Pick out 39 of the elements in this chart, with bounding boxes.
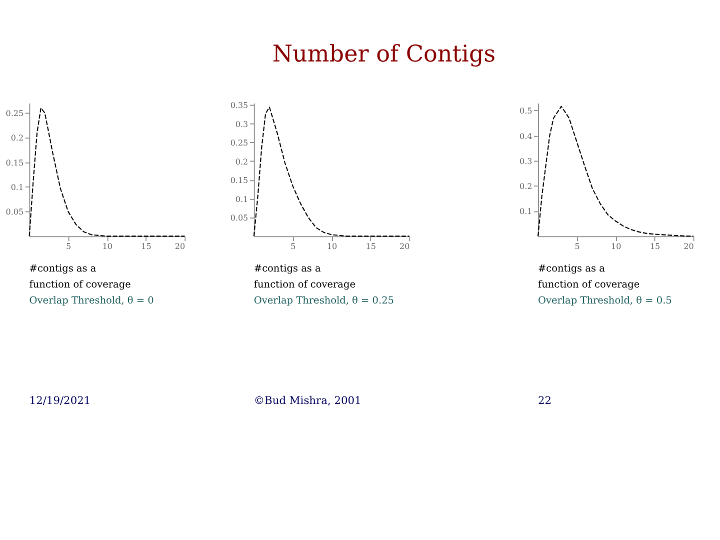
text: #contigs as a function of coverage bbox=[29, 264, 132, 291]
x-tick-label: 5 bbox=[290, 242, 296, 252]
chart-title: Number of Contigs bbox=[272, 41, 496, 68]
text: 22 bbox=[538, 394, 552, 407]
y-tick-label: 0.25 bbox=[6, 109, 24, 118]
text: #contigs as a function of coverage bbox=[538, 264, 640, 291]
y-tick-label: 0.3 bbox=[235, 120, 248, 129]
x-tick-label: 10 bbox=[611, 242, 622, 252]
y-tick-label: 0.25 bbox=[230, 138, 248, 148]
text: Overlap Threshold, θ = 0.5 bbox=[538, 296, 672, 307]
x-tick-label: 10 bbox=[326, 242, 338, 252]
text: Overlap Threshold, θ = 0 bbox=[29, 296, 154, 307]
x-tick-label: 5 bbox=[66, 242, 72, 252]
x-tick-label: 20 bbox=[174, 242, 186, 252]
text: ©Bud Mishra, 2001 bbox=[254, 394, 362, 407]
x-tick-label: 15 bbox=[366, 242, 376, 252]
y-tick-label: 0.05 bbox=[6, 208, 24, 217]
y-tick-label: 0.1 bbox=[10, 182, 24, 192]
y-tick-label: 0.15 bbox=[6, 158, 24, 168]
text: #contigs as a function of coverage bbox=[254, 264, 356, 291]
text: Overlap Threshold, θ = 0.25 bbox=[254, 296, 394, 307]
x-tick-label: 15 bbox=[650, 242, 660, 252]
x-tick-label: 15 bbox=[141, 242, 152, 252]
x-tick-label: 10 bbox=[102, 242, 113, 252]
y-tick-label: 0.15 bbox=[230, 176, 248, 186]
y-tick-label: 0.1 bbox=[520, 207, 532, 216]
y-tick-label: 0.2 bbox=[235, 157, 248, 166]
y-tick-label: 0.5 bbox=[520, 106, 532, 116]
y-tick-label: 0.05 bbox=[230, 214, 248, 223]
y-tick-label: 0.3 bbox=[520, 156, 532, 166]
text: 12/19/2021 bbox=[29, 394, 91, 407]
x-tick-label: 5 bbox=[574, 242, 580, 252]
y-tick-label: 0.2 bbox=[520, 182, 532, 192]
x-tick-label: 20 bbox=[400, 242, 410, 252]
y-tick-label: 0.35 bbox=[230, 101, 248, 110]
y-tick-label: 0.1 bbox=[235, 194, 248, 204]
y-tick-label: 0.2 bbox=[10, 134, 24, 143]
x-tick-label: 20 bbox=[684, 242, 694, 252]
y-tick-label: 0.4 bbox=[520, 132, 532, 141]
